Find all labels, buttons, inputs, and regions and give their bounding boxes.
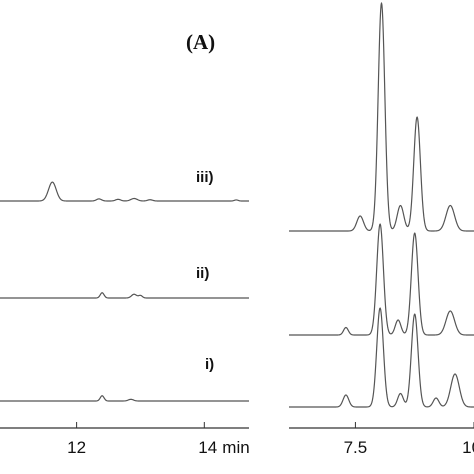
panel-label: (A) (186, 30, 215, 54)
panel-b-trace-i (288, 307, 474, 408)
panel-a-trace-label-ii: ii) (196, 265, 209, 282)
panel-a-chromatogram: (A) iii) ii) i) 12 14 min (0, 30, 250, 457)
panel-b-x-tick-label: 7.5 (344, 438, 368, 457)
panel-a-trace-label-iii: iii) (196, 169, 214, 186)
panel-a-x-unit-label: min (222, 438, 249, 457)
panel-a-trace-i (0, 395, 250, 402)
panel-a-trace-ii (0, 292, 250, 299)
panel-b-trace-iii (288, 2, 474, 232)
panel-b-trace-ii (288, 223, 474, 336)
panel-b-chromatogram: 7.5 10. (288, 2, 474, 457)
panel-a-trace-label-i: i) (205, 356, 214, 373)
panel-b-x-tick-label: 10. (462, 438, 474, 457)
panel-a-x-tick-label: 14 (198, 438, 217, 457)
panel-a-x-tick-label: 12 (67, 438, 86, 457)
panel-a-trace-iii (0, 181, 250, 202)
